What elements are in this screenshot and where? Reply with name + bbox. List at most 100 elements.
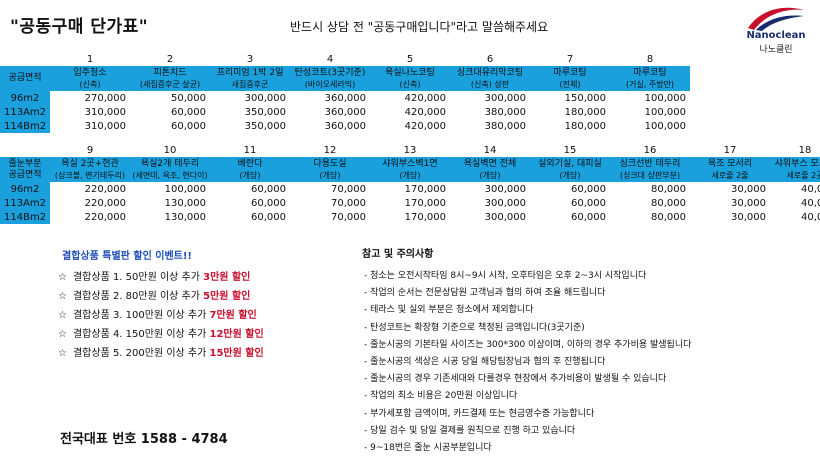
price-cell: 350,000	[244, 120, 286, 132]
service-name: 다용도실	[313, 158, 347, 169]
note-item: - 줄눈시공의 색상은 시공 당일 해당팀장님과 협의 후 진행됩니다	[364, 356, 606, 367]
promo-discount: 12만원 할인	[209, 329, 264, 340]
column-number: 8	[646, 53, 654, 65]
promo-discount: 3만원 할인	[203, 272, 251, 283]
service-header: 욕조 모서리 세로줄 2줄	[690, 157, 770, 182]
side-header: 줄눈부분 공급면적	[0, 157, 50, 182]
price-cell: 170,000	[404, 183, 446, 195]
price-cell: 60,000	[571, 197, 606, 209]
promo-text: 결합상품 3. 100만원 이상 추가	[72, 310, 210, 321]
service-header: 욕실나노코팅 (신축)	[370, 66, 450, 91]
service-header: 싱크선반 테두리 (싱크대 상판부분)	[610, 157, 690, 182]
service-name: 마루코팅	[553, 67, 587, 78]
price-cell: 30,000	[731, 183, 766, 195]
price-cell: 180,000	[564, 120, 606, 132]
price-cell: 60,000	[251, 211, 286, 223]
price-cell: 170,000	[404, 211, 446, 223]
price-cell: 170,000	[404, 197, 446, 209]
price-cell: 60,000	[571, 211, 606, 223]
column-number: 2	[166, 53, 174, 65]
service-detail: 세로줄 2줄	[711, 170, 749, 180]
blank-cell	[0, 52, 50, 66]
service-detail: (거실, 주방만)	[625, 79, 675, 89]
service-header: 입주청소 (신축)	[50, 66, 130, 91]
price-cell: 80,000	[651, 197, 686, 209]
service-header: 베란다 (개당)	[210, 157, 290, 182]
price-cell: 130,000	[164, 197, 206, 209]
service-name: 프리미엄 1박 2일	[216, 67, 284, 78]
price-cell: 380,000	[484, 106, 526, 118]
price-cell: 70,000	[331, 183, 366, 195]
service-detail: (싱크볼, 변기테두리)	[54, 170, 126, 180]
column-number: 6	[486, 53, 494, 65]
promo-text: 결합상품 4. 150만원 이상 추가	[72, 329, 210, 340]
price-cell: 30,000	[731, 211, 766, 223]
promo-discount: 5만원 할인	[203, 291, 251, 302]
column-number: 12	[323, 144, 337, 156]
promo-text: 결합상품 5. 200만원 이상 추가	[72, 348, 210, 359]
service-header: 샤워부스벽1면 (개당)	[370, 157, 450, 182]
column-number: 5	[406, 53, 414, 65]
price-cell: 180,000	[564, 106, 606, 118]
service-name: 욕실 2곳+현관	[61, 158, 119, 169]
note-item: - 테라스 및 실외 부분은 청소에서 제외합니다	[364, 305, 534, 316]
promo-list: ☆ 결합상품 1. 50만원 이상 추가 3만원 할인 ☆ 결합상품 2. 80만원 …	[58, 268, 264, 363]
header-row: 공급면적 입주청소 (신축) 피톤치드 (새집증후군 살균) 프리미엄 1박 2일 새집증후…	[0, 66, 820, 91]
table-row: 113Am2 310,000 60,000 350,000 360,000 420,000…	[0, 105, 820, 119]
service-detail: (개당)	[559, 170, 581, 180]
price-cell: 40,000	[801, 183, 820, 195]
price-cell: 300,000	[484, 197, 526, 209]
price-cell: 420,000	[404, 92, 446, 104]
service-detail: (신축)	[399, 79, 421, 89]
service-name: 싱크대유리막코팅	[456, 67, 524, 78]
service-name: 샤워부스벽1면	[382, 158, 438, 169]
price-cell: 70,000	[331, 197, 366, 209]
area-label: 96m2	[0, 182, 50, 196]
column-number-row: 1 2 3 4 5 6 7 8	[0, 52, 820, 66]
promo-item: ☆ 결합상품 2. 80만원 이상 추가 5만원 할인	[58, 287, 264, 306]
price-cell: 360,000	[324, 92, 366, 104]
column-number: 16	[643, 144, 657, 156]
promo-item: ☆ 결합상품 5. 200만원 이상 추가 15만원 할인	[58, 344, 264, 363]
service-name: 피톤치드	[153, 67, 187, 78]
table-row: 113Am2 220,000 130,000 60,000 70,000 170,000 3…	[0, 196, 820, 210]
price-cell: 220,000	[84, 183, 126, 195]
price-cell: 420,000	[404, 120, 446, 132]
service-detail: 세로줄 2곳	[786, 170, 820, 180]
star-icon: ☆	[58, 329, 67, 340]
service-detail: (싱크대 상판부분)	[619, 170, 681, 180]
price-cell: 300,000	[484, 183, 526, 195]
table-row: 114Bm2 310,000 60,000 350,000 360,000 420,000…	[0, 119, 820, 133]
promo-text: 결합상품 2. 80만원 이상 추가	[72, 291, 204, 302]
service-header: 피톤치드 (새집증후군 살균)	[130, 66, 210, 91]
service-name: 실외기실, 대피실	[538, 158, 602, 169]
column-number: 11	[243, 144, 257, 156]
price-cell: 380,000	[484, 120, 526, 132]
star-icon: ☆	[58, 348, 67, 359]
blank-cell	[0, 143, 50, 157]
service-detail: (신축)	[79, 79, 101, 89]
area-label: 114Bm2	[0, 119, 50, 133]
logo-brand-ko: 나노클린	[759, 45, 793, 55]
service-header: 욕실2개 테두리 (세면대, 욕조, 현다이)	[130, 157, 210, 182]
area-label: 113Am2	[0, 196, 50, 210]
price-cell: 100,000	[644, 92, 686, 104]
side-header-line: 줄눈부분	[8, 158, 42, 169]
table-row: 96m2 270,000 50,000 300,000 360,000 420,000 30…	[0, 91, 820, 105]
service-detail: (바이오세라믹)	[304, 79, 356, 89]
service-detail: (새집증후군 살균)	[139, 79, 201, 89]
service-detail: (개당)	[319, 170, 341, 180]
service-detail: (전체)	[559, 79, 581, 89]
price-cell: 60,000	[251, 183, 286, 195]
side-header-line: 공급면적	[8, 73, 42, 83]
column-number: 9	[86, 144, 94, 156]
service-name: 베란다	[237, 158, 263, 169]
service-header: 욕실벽면 전체 (개당)	[450, 157, 530, 182]
price-cell: 80,000	[651, 211, 686, 223]
promo-discount: 7만원 할인	[209, 310, 257, 321]
service-header: 욕실 2곳+현관 (싱크볼, 변기테두리)	[50, 157, 130, 182]
promo-text: 결합상품 1. 50만원 이상 추가	[72, 272, 204, 283]
price-cell: 100,000	[644, 120, 686, 132]
promo-title: 결합상품 특별판 할인 이벤트!!	[62, 251, 192, 262]
price-cell: 130,000	[164, 211, 206, 223]
